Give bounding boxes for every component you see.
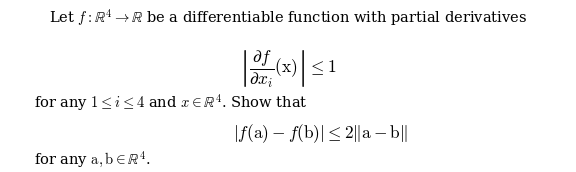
Text: for any $1 \leq i \leq 4$ and $x \in \mathbb{R}^4$. Show that: for any $1 \leq i \leq 4$ and $x \in \ma… (33, 93, 307, 113)
Text: for any $\mathrm{a}, \mathrm{b} \in \mathbb{R}^4$.: for any $\mathrm{a}, \mathrm{b} \in \mat… (33, 150, 150, 170)
Text: $|f(\mathrm{a}) - f(\mathrm{b})| \leq 2\|\mathrm{a} - \mathrm{b}\|$: $|f(\mathrm{a}) - f(\mathrm{b})| \leq 2\… (233, 122, 408, 145)
Text: $\left|\dfrac{\partial f}{\partial x_i}(\mathrm{x})\right| \leq 1$: $\left|\dfrac{\partial f}{\partial x_i}(… (239, 48, 337, 89)
Text: Let $f : \mathbb{R}^4 \rightarrow \mathbb{R}$ be a differentiable function with : Let $f : \mathbb{R}^4 \rightarrow \mathb… (49, 8, 527, 28)
